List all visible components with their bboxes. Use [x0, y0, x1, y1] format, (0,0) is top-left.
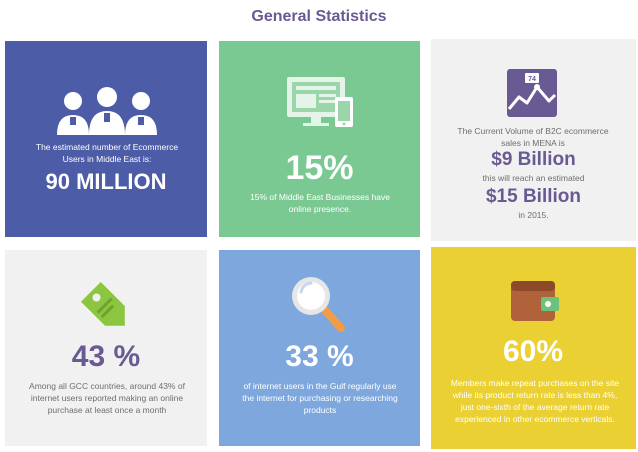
card-repeat-purchases: 60% Members make repeat purchases on the…	[431, 247, 636, 449]
card-gulf-users: 33 % of internet users in the Gulf regul…	[219, 250, 420, 446]
online-description: 15% of Middle East Businesses have onlin…	[250, 192, 390, 214]
gcc-stat: 43 %	[71, 340, 141, 373]
users-description: The estimated number of Ecommerce Users …	[35, 142, 179, 164]
b2c-current-value: $9 Billion	[491, 149, 576, 170]
chart-badge: 74	[528, 76, 536, 83]
wallet-icon	[511, 281, 559, 321]
page-title: General Statistics	[251, 8, 387, 25]
monitor-mobile-icon	[287, 77, 353, 127]
card-online-presence: 15% 15% of Middle East Businesses have o…	[219, 41, 420, 237]
price-tag-icon	[80, 281, 125, 326]
b2c-forecast-value: $15 Billion	[485, 186, 582, 207]
card-b2c-volume: 74 The Current Volume of B2C ecommerce s…	[431, 39, 636, 241]
b2c-forecast-year: in 2015.	[518, 210, 549, 220]
gulf-description: of internet users in the Gulf regularly …	[242, 381, 398, 415]
b2c-description: The Current Volume of B2C ecommerce sale…	[457, 126, 609, 148]
repeat-stat: 60%	[502, 335, 564, 368]
users-stat: 90 MILLION	[45, 169, 167, 194]
card-ecommerce-users: The estimated number of Ecommerce Users …	[5, 41, 207, 237]
users-group-icon	[57, 87, 157, 135]
repeat-description: Members make repeat purchases on the sit…	[450, 378, 620, 424]
online-stat: 15%	[285, 149, 354, 187]
gcc-description: Among all GCC countries, around 43% of i…	[29, 381, 185, 415]
gulf-stat: 33 %	[285, 340, 354, 373]
growth-chart-icon: 74	[507, 69, 557, 117]
b2c-transition-text: this will reach an estimated	[482, 173, 585, 183]
card-gcc-purchases: 43 % Among all GCC countries, around 43%…	[5, 250, 207, 446]
magnifier-icon	[292, 277, 345, 332]
